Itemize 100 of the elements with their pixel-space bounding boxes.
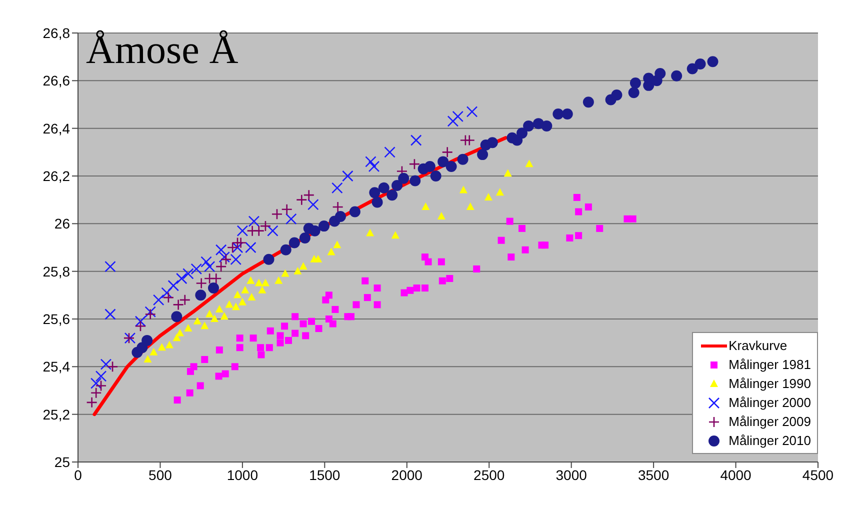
point [215, 260, 227, 272]
x-tick-label: 2500 [474, 466, 505, 483]
point [562, 108, 573, 120]
point [369, 187, 380, 198]
point [459, 186, 468, 194]
point [582, 96, 594, 108]
y-tick-label: 25 [54, 454, 70, 470]
legend-label: Målinger 1990 [728, 376, 811, 391]
point [271, 208, 283, 220]
point [384, 146, 396, 158]
point [552, 108, 564, 120]
point [210, 314, 218, 322]
point [464, 134, 476, 146]
x-tick-label: 3500 [638, 466, 670, 483]
point [220, 312, 228, 320]
point [95, 380, 107, 392]
point [196, 278, 207, 289]
point [95, 370, 107, 382]
point [296, 194, 308, 206]
point [516, 128, 528, 139]
point [248, 293, 256, 301]
point [410, 175, 421, 186]
x-tick-label: 1000 [226, 466, 258, 483]
point [368, 160, 380, 172]
point [195, 290, 206, 301]
point [86, 396, 98, 408]
point [208, 282, 219, 294]
point [308, 198, 319, 210]
point [152, 294, 164, 306]
point [332, 182, 343, 194]
x-tick-label: 2000 [391, 466, 423, 483]
point [234, 290, 242, 298]
point [694, 58, 706, 70]
point [349, 206, 360, 218]
point [486, 137, 498, 148]
point [274, 276, 283, 284]
point [220, 254, 232, 266]
point [318, 220, 330, 232]
point [238, 298, 246, 306]
y-tick-label: 25,6 [42, 310, 70, 327]
point [104, 260, 116, 272]
point [372, 196, 383, 208]
point [299, 232, 310, 244]
point [176, 272, 188, 284]
point [386, 190, 398, 201]
point [254, 278, 263, 286]
point [430, 170, 442, 182]
point [446, 160, 457, 172]
point [200, 256, 212, 268]
y-tick-label: 25,8 [42, 263, 70, 280]
point [398, 172, 410, 184]
point [611, 89, 622, 100]
point [210, 272, 222, 284]
point [263, 254, 274, 265]
point [144, 355, 152, 363]
point [248, 216, 260, 227]
legend-label: Målinger 2009 [728, 414, 811, 429]
point [246, 276, 255, 284]
point [686, 63, 698, 74]
point [294, 266, 302, 274]
point [424, 160, 436, 172]
point [184, 324, 192, 332]
point [314, 254, 322, 262]
point [327, 248, 336, 256]
y-tick-label: 25,2 [42, 406, 70, 422]
point [484, 192, 492, 200]
point [466, 202, 474, 210]
point [253, 225, 265, 236]
point [654, 68, 666, 80]
point [280, 244, 292, 256]
point [342, 170, 354, 182]
point [366, 228, 374, 236]
point [299, 262, 308, 270]
y-tick-label: 26,6 [42, 72, 70, 89]
point [241, 286, 250, 294]
point [288, 237, 300, 248]
point [258, 286, 266, 294]
point [496, 188, 504, 196]
x-tick-label: 1500 [309, 466, 340, 483]
point [333, 240, 342, 248]
point [168, 280, 180, 292]
y-tick-label: 25,4 [42, 358, 70, 375]
point [267, 225, 278, 236]
legend-label: Målinger 2000 [728, 395, 811, 410]
point [630, 78, 641, 89]
point [707, 56, 718, 68]
point [504, 169, 512, 177]
point [200, 322, 209, 330]
point [235, 237, 246, 248]
point [365, 156, 376, 168]
point [309, 225, 320, 236]
point [232, 302, 240, 310]
y-tick-label: 26,4 [42, 120, 70, 136]
point [106, 361, 118, 372]
point [158, 343, 166, 351]
point [442, 146, 453, 158]
point [285, 213, 297, 225]
point [190, 263, 202, 275]
point [226, 242, 238, 254]
point [303, 189, 315, 201]
